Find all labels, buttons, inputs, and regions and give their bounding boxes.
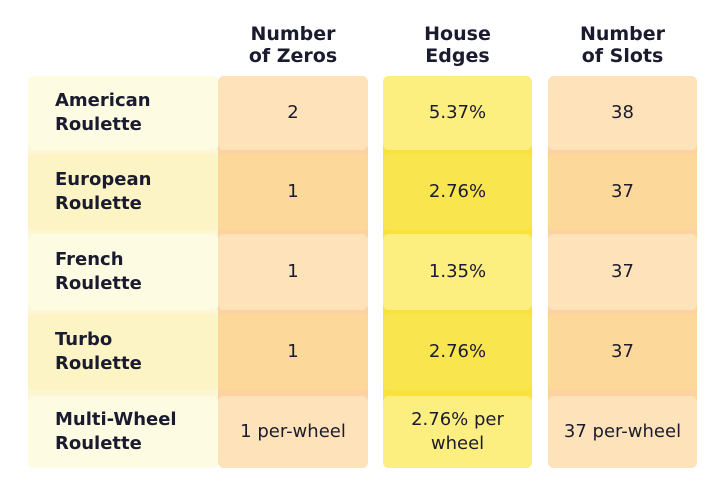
row-label: European Roulette xyxy=(28,154,218,230)
column-header: Number of Slots xyxy=(579,23,666,67)
row-label: Multi-Wheel Roulette xyxy=(28,396,218,468)
row-label: French Roulette xyxy=(28,234,218,310)
table-cell: 38 xyxy=(548,76,697,150)
table-cell: 1 per-wheel xyxy=(218,396,368,468)
table-cell: 2 xyxy=(218,76,368,150)
column-header: Number of Zeros xyxy=(248,23,338,67)
table-cell: 1 xyxy=(218,314,368,390)
table-cell: 1.35% xyxy=(383,234,532,310)
table-cell: 37 xyxy=(548,234,697,310)
table-cell: 2.76% xyxy=(383,314,532,390)
row-label: Turbo Roulette xyxy=(28,314,218,390)
table-cell: 2.76% per wheel xyxy=(383,396,532,468)
table-cell: 2.76% xyxy=(383,154,532,230)
table-cell: 37 xyxy=(548,154,697,230)
table-cell: 1 xyxy=(218,234,368,310)
table-cell: 5.37% xyxy=(383,76,532,150)
table-cell: 1 xyxy=(218,154,368,230)
row-label: American Roulette xyxy=(28,76,218,150)
table-cell: 37 per-wheel xyxy=(548,396,697,468)
column-header: House Edges xyxy=(424,23,491,67)
table-cell: 37 xyxy=(548,314,697,390)
